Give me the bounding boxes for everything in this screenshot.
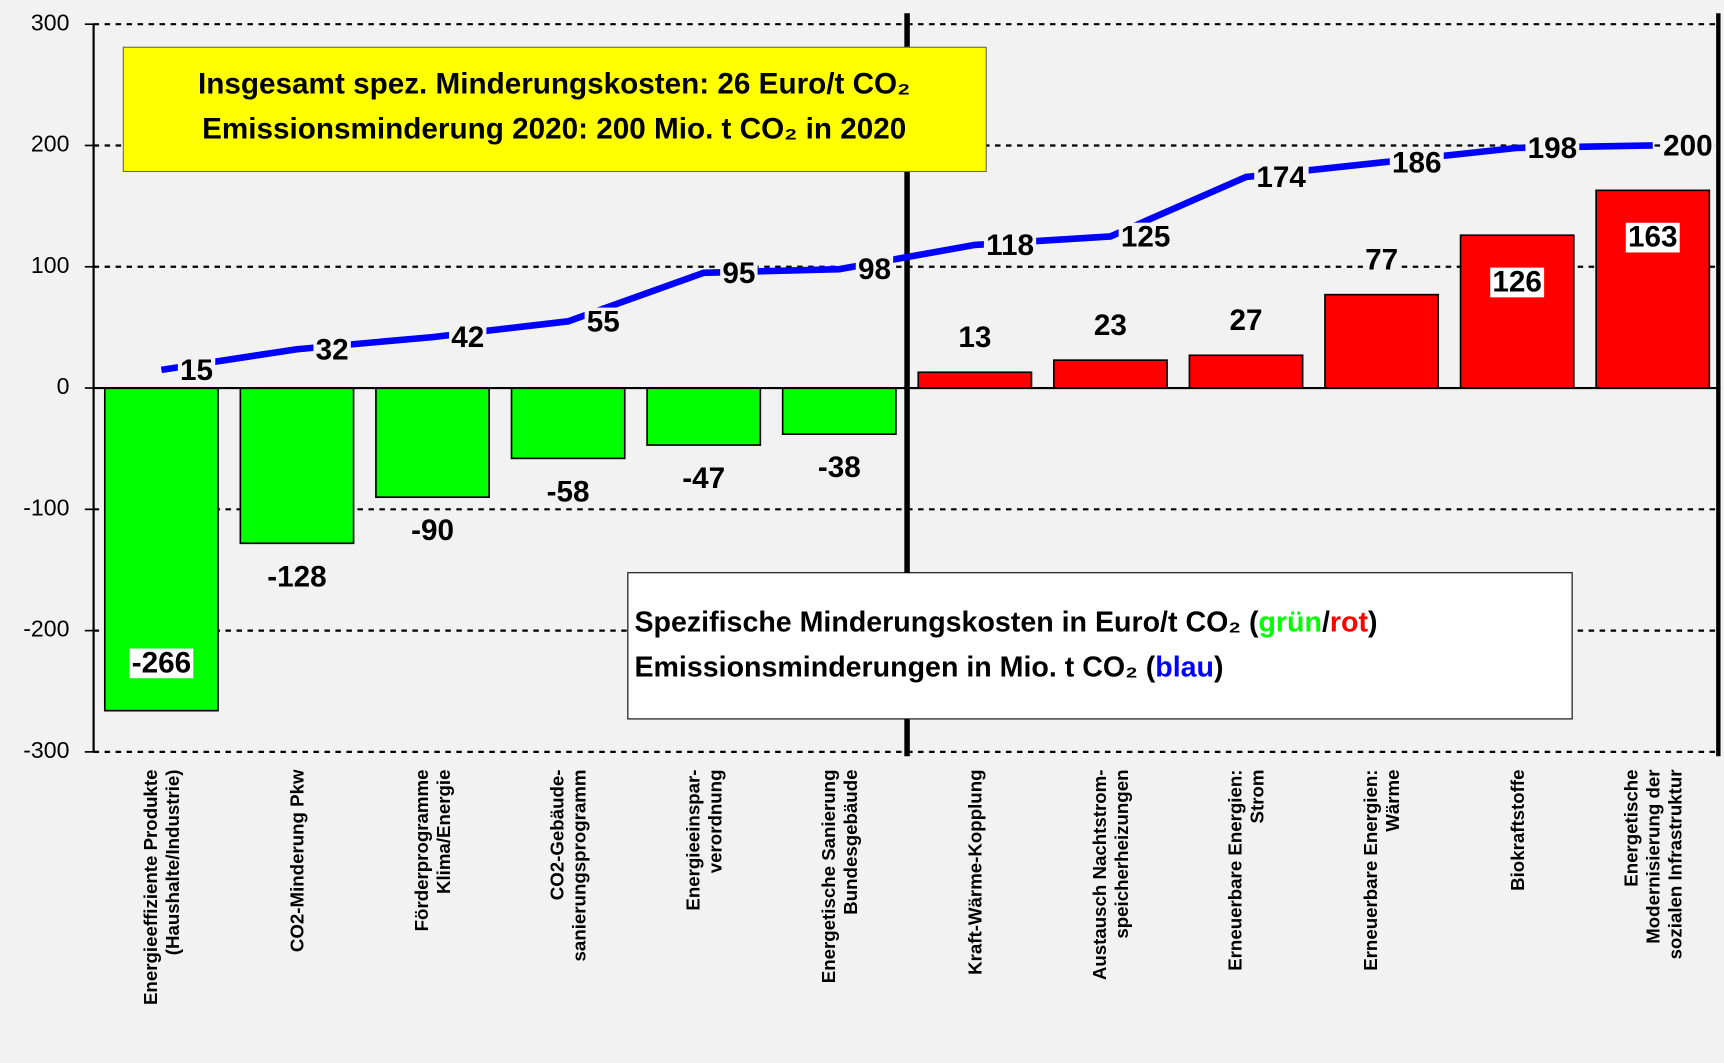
legend-segment: Spezifische Minderungskosten in Euro/t C… [634, 606, 1258, 638]
x-tick-label: CO2-Minderung Pkw [287, 769, 308, 952]
bar-label-bg [815, 453, 863, 484]
line-label-bg [1254, 163, 1309, 193]
bar-label-bg [680, 464, 728, 494]
x-tick-label: Energieeffiziente Produkte(Haushalte/Ind… [140, 769, 183, 1005]
y-tick-label: -200 [23, 616, 69, 642]
y-tick-label: -100 [23, 494, 69, 520]
legend-segment: rot [1330, 606, 1369, 638]
line-label: 95 [722, 257, 755, 290]
bar-label-bg [1625, 222, 1680, 253]
bar-label: -58 [547, 475, 590, 508]
line-label-bg [1525, 134, 1580, 164]
bar-label-bg [1091, 311, 1130, 341]
y-tick-label: 100 [31, 252, 70, 278]
line-label-bg [584, 307, 623, 338]
bar-label-bg [956, 323, 994, 354]
x-tick-label: FörderprogrammeKlima/Energie [411, 769, 454, 931]
line-label-bg [855, 255, 894, 286]
bar-label: 27 [1230, 304, 1263, 337]
line-label-bg [1118, 222, 1173, 253]
bar-label: -90 [411, 514, 454, 547]
bar [1459, 234, 1575, 389]
x-tick-label: EnergetischeModernisierung dersozialen I… [1620, 769, 1685, 959]
bar-label: 126 [1492, 265, 1542, 298]
bar-label: -38 [818, 451, 861, 484]
line-label: 186 [1392, 146, 1442, 179]
bar [510, 387, 626, 460]
line-label: 118 [986, 229, 1034, 262]
legend-text: Spezifische Minderungskosten in Euro/t C… [634, 606, 1377, 638]
line-label: 125 [1121, 220, 1171, 253]
bar-label: 23 [1094, 309, 1127, 342]
legend-segment: / [1322, 606, 1330, 638]
legend-segment: blau [1155, 651, 1214, 683]
line-label-bg [449, 323, 487, 354]
legend-segment: ) [1214, 651, 1224, 683]
y-tick-label: 300 [31, 9, 70, 35]
line-label: 98 [858, 253, 891, 286]
bar [917, 371, 1033, 389]
x-tick-label: CO2-Gebäude-sanierungsprogramm [547, 769, 590, 961]
bar-label-bg [265, 562, 329, 593]
bar-label: -47 [682, 462, 725, 495]
y-tick-label: 200 [31, 131, 70, 157]
bar-label: -266 [132, 646, 191, 679]
info-text: Emissionsminderung 2020: 200 Mio. t CO₂ … [202, 113, 906, 146]
bar [239, 387, 355, 545]
bar-label: 13 [958, 321, 991, 354]
legend-segment: grün [1258, 606, 1322, 638]
bar [375, 387, 490, 499]
bar-label-bg [1490, 267, 1545, 298]
bar [1188, 354, 1304, 389]
info-text: Insgesamt spez. Minderungskosten: 26 Eur… [198, 68, 910, 101]
bar-label: 77 [1365, 244, 1398, 277]
y-tick-label: -300 [23, 737, 69, 763]
info-box [122, 46, 987, 173]
line-label: 198 [1528, 132, 1578, 165]
line-label-bg [720, 259, 758, 289]
legend-segment: Emissionsminderungen in Mio. t CO₂ ( [634, 651, 1155, 683]
line-label: 200 [1663, 130, 1713, 163]
x-tick-label: Austausch Nachtstrom-speicherheizungen [1089, 769, 1132, 980]
line-label-bg [983, 231, 1037, 261]
bar-label-bg [1362, 245, 1401, 276]
bar-label-bg [1227, 306, 1265, 337]
y-tick-label: 0 [57, 373, 70, 399]
legend-segment: ) [1368, 606, 1378, 638]
x-tick-label: Biokraftstoffe [1507, 769, 1528, 890]
bar [1052, 359, 1168, 389]
bar-label-bg [129, 648, 194, 679]
line-label-bg [313, 335, 351, 366]
line-label: 55 [587, 305, 620, 338]
bar-label: 163 [1628, 221, 1678, 254]
bar [646, 387, 762, 446]
x-tick-label: Energieeinspar-verordnung [682, 769, 725, 910]
line-label-bg [1660, 131, 1715, 162]
line-label: 174 [1256, 161, 1306, 194]
bar-label: -128 [267, 560, 326, 593]
bar-label-bg [544, 477, 592, 508]
x-tick-label: Erneuerbare Energien:Strom [1225, 769, 1268, 970]
legend-box [627, 572, 1573, 720]
bar [1324, 293, 1440, 389]
line-label: 32 [316, 333, 349, 366]
line-label-bg [1389, 148, 1444, 179]
bar-label-bg [408, 516, 457, 547]
bar [781, 387, 897, 435]
x-tick-label: Energetische SanierungBundesgebäude [818, 769, 861, 983]
x-tick-label: Erneuerbare Energien:Wärme [1360, 769, 1403, 970]
line-label: 15 [180, 354, 213, 387]
x-tick-label: Kraft-Wärme-Kopplung [964, 769, 985, 974]
line-label: 42 [451, 321, 484, 354]
legend-text: Emissionsminderungen in Mio. t CO₂ (blau… [634, 651, 1223, 683]
line-label-bg [177, 356, 216, 386]
